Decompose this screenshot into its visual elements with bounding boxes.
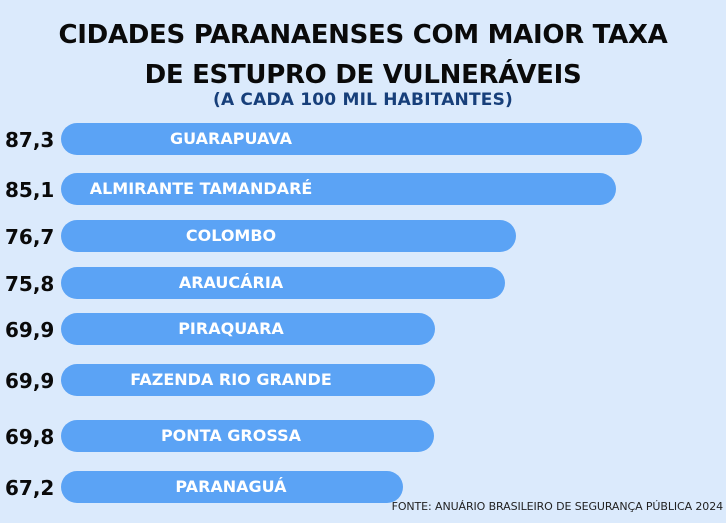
category-label-6: FAZENDA RIO GRANDE <box>130 370 332 389</box>
category-label-2: ALMIRANTE TAMANDARÉ <box>90 179 313 198</box>
bar-7 <box>61 420 434 452</box>
source-note: FONTE: ANUÁRIO BRASILEIRO DE SEGURANÇA P… <box>391 500 723 513</box>
bar-2 <box>61 173 616 205</box>
value-label-6: 69,9 <box>5 369 54 393</box>
category-label-8: PARANAGUÁ <box>175 477 287 496</box>
value-label-2: 85,1 <box>5 178 54 202</box>
value-label-1: 87,3 <box>5 128 54 152</box>
category-label-5: PIRAQUARA <box>178 319 284 338</box>
chart-title-line-2: DE ESTUPRO DE VULNERÁVEIS <box>144 60 582 90</box>
category-label-7: PONTA GROSSA <box>161 426 302 445</box>
bar-5 <box>61 313 435 345</box>
bar-6 <box>61 364 435 396</box>
value-label-8: 67,2 <box>5 476 54 500</box>
value-label-4: 75,8 <box>5 272 54 296</box>
value-label-7: 69,8 <box>5 425 54 449</box>
category-label-1: GUARAPUAVA <box>170 129 293 148</box>
category-label-4: ARAUCÁRIA <box>179 273 284 292</box>
bar-8 <box>61 471 403 503</box>
value-label-5: 69,9 <box>5 318 54 342</box>
chart-subtitle: (A CADA 100 MIL HABITANTES) <box>212 90 513 110</box>
category-label-3: COLOMBO <box>186 226 276 245</box>
bar-3 <box>61 220 516 252</box>
bar-1 <box>61 123 642 155</box>
bar-4 <box>61 267 505 299</box>
value-label-3: 76,7 <box>5 225 54 249</box>
chart-title-line-1: CIDADES PARANAENSES COM MAIOR TAXA <box>58 20 668 50</box>
